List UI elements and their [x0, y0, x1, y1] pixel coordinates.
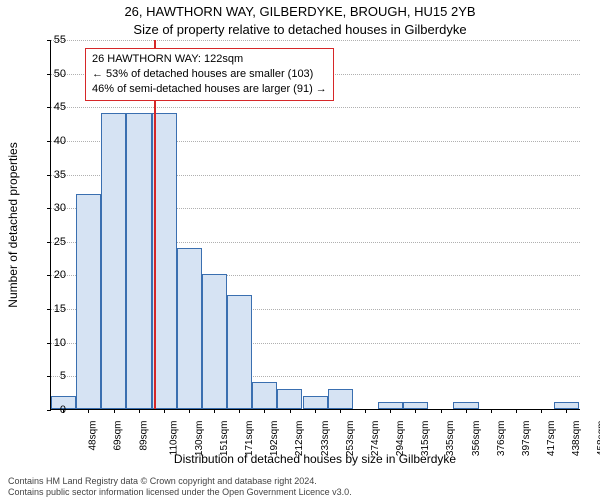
- histogram-bar: [252, 382, 277, 409]
- ytick-label: 0: [26, 404, 66, 416]
- xtick-label: 253sqm: [345, 421, 356, 457]
- footer-line1: Contains HM Land Registry data © Crown c…: [8, 476, 352, 487]
- xtick-mark: [239, 409, 240, 413]
- ytick-label: 20: [26, 269, 66, 281]
- plot-area: 48sqm69sqm89sqm110sqm130sqm151sqm171sqm1…: [50, 40, 580, 410]
- footer-line2: Contains public sector information licen…: [8, 487, 352, 498]
- ytick-label: 40: [26, 135, 66, 147]
- xtick-label: 458sqm: [596, 421, 600, 457]
- xtick-label: 315sqm: [420, 421, 431, 457]
- xtick-mark: [390, 409, 391, 413]
- histogram-bar: [227, 295, 252, 409]
- xtick-mark: [491, 409, 492, 413]
- ytick-label: 35: [26, 169, 66, 181]
- ytick-label: 15: [26, 303, 66, 315]
- ytick-label: 45: [26, 101, 66, 113]
- xtick-label: 130sqm: [194, 421, 205, 457]
- xtick-label: 212sqm: [295, 421, 306, 457]
- xtick-mark: [365, 409, 366, 413]
- xtick-mark: [541, 409, 542, 413]
- xtick-mark: [139, 409, 140, 413]
- xtick-mark: [340, 409, 341, 413]
- xtick-mark: [441, 409, 442, 413]
- ytick-label: 55: [26, 34, 66, 46]
- x-axis-label: Distribution of detached houses by size …: [50, 452, 580, 466]
- xtick-label: 376sqm: [496, 421, 507, 457]
- footer-attribution: Contains HM Land Registry data © Crown c…: [8, 476, 352, 499]
- xtick-mark: [566, 409, 567, 413]
- gridline: [51, 107, 580, 108]
- chart-container: 26, HAWTHORN WAY, GILBERDYKE, BROUGH, HU…: [0, 0, 600, 500]
- xtick-mark: [189, 409, 190, 413]
- xtick-mark: [88, 409, 89, 413]
- xtick-label: 192sqm: [269, 421, 280, 457]
- histogram-bar: [76, 194, 101, 409]
- chart-title-address: 26, HAWTHORN WAY, GILBERDYKE, BROUGH, HU…: [0, 4, 600, 19]
- histogram-bar: [378, 402, 403, 409]
- histogram-bar: [554, 402, 579, 409]
- y-axis-label: Number of detached properties: [6, 142, 20, 307]
- xtick-label: 171sqm: [244, 421, 255, 457]
- gridline: [51, 40, 580, 41]
- xtick-label: 335sqm: [445, 421, 456, 457]
- histogram-bar: [101, 113, 126, 409]
- xtick-label: 89sqm: [138, 421, 149, 451]
- histogram-bar: [403, 402, 428, 409]
- xtick-label: 397sqm: [521, 421, 532, 457]
- annotation-box: 26 HAWTHORN WAY: 122sqm← 53% of detached…: [85, 48, 334, 101]
- xtick-label: 356sqm: [471, 421, 482, 457]
- xtick-label: 151sqm: [219, 421, 230, 457]
- ytick-label: 5: [26, 370, 66, 382]
- ytick-label: 25: [26, 236, 66, 248]
- xtick-label: 48sqm: [88, 421, 99, 451]
- histogram-bar: [453, 402, 478, 409]
- xtick-mark: [290, 409, 291, 413]
- xtick-label: 233sqm: [320, 421, 331, 457]
- annotation-line3: 46% of semi-detached houses are larger (…: [92, 82, 327, 97]
- annotation-line2: ← 53% of detached houses are smaller (10…: [92, 67, 327, 82]
- xtick-label: 417sqm: [546, 421, 557, 457]
- xtick-label: 69sqm: [113, 421, 124, 451]
- histogram-bar: [202, 274, 227, 409]
- histogram-bar: [277, 389, 302, 409]
- histogram-bar: [126, 113, 151, 409]
- ytick-label: 30: [26, 202, 66, 214]
- histogram-bar: [303, 396, 328, 409]
- ytick-label: 50: [26, 68, 66, 80]
- xtick-label: 110sqm: [168, 421, 179, 456]
- xtick-label: 274sqm: [370, 421, 381, 457]
- ytick-label: 10: [26, 337, 66, 349]
- xtick-mark: [164, 409, 165, 413]
- histogram-bar: [328, 389, 353, 409]
- xtick-label: 294sqm: [395, 421, 406, 457]
- xtick-mark: [315, 409, 316, 413]
- xtick-label: 438sqm: [571, 421, 582, 457]
- xtick-mark: [214, 409, 215, 413]
- xtick-mark: [466, 409, 467, 413]
- xtick-mark: [264, 409, 265, 413]
- chart-title-subtitle: Size of property relative to detached ho…: [0, 22, 600, 37]
- annotation-line1: 26 HAWTHORN WAY: 122sqm: [92, 52, 327, 67]
- xtick-mark: [516, 409, 517, 413]
- xtick-mark: [114, 409, 115, 413]
- histogram-bar: [177, 248, 202, 409]
- xtick-mark: [415, 409, 416, 413]
